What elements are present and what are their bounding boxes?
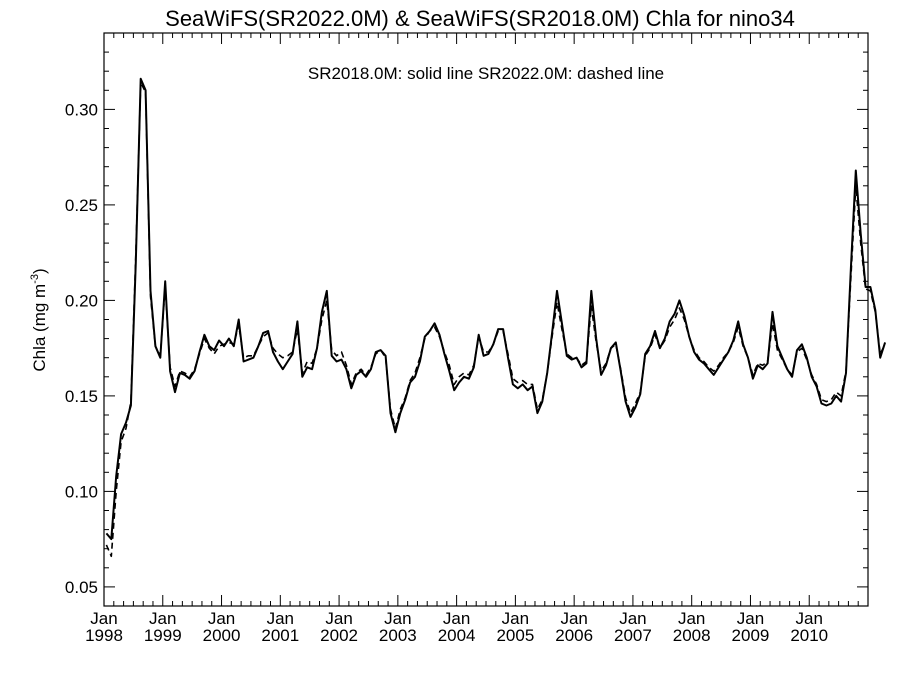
x-tick-label-month: Jan bbox=[619, 609, 646, 628]
x-tick-label-year: 2000 bbox=[203, 626, 241, 645]
plot-axes bbox=[103, 32, 869, 607]
x-tick-label-month: Jan bbox=[502, 609, 529, 628]
x-tick-label-month: Jan bbox=[90, 609, 117, 628]
y-tick-label: 0.10 bbox=[65, 482, 98, 501]
y-tick-label: 0.25 bbox=[65, 196, 98, 215]
data-series bbox=[105, 77, 887, 558]
x-tick-label-year: 2008 bbox=[673, 626, 711, 645]
series-solid-line bbox=[105, 77, 887, 541]
x-tick-label-year: 2001 bbox=[261, 626, 299, 645]
x-tick-label-year: 1998 bbox=[85, 626, 123, 645]
x-tick-label-year: 1999 bbox=[144, 626, 182, 645]
x-tick-label-month: Jan bbox=[208, 609, 235, 628]
x-tick-label-year: 2003 bbox=[379, 626, 417, 645]
x-tick-label-year: 2005 bbox=[496, 626, 534, 645]
x-tick-label-month: Jan bbox=[384, 609, 411, 628]
x-tick-label-month: Jan bbox=[267, 609, 294, 628]
y-tick-label: 0.30 bbox=[65, 100, 98, 119]
plot-frame bbox=[103, 32, 869, 607]
x-tick-label-year: 2009 bbox=[732, 626, 770, 645]
y-tick-label: 0.15 bbox=[65, 387, 98, 406]
x-tick-label-year: 2007 bbox=[614, 626, 652, 645]
x-tick-label-month: Jan bbox=[325, 609, 352, 628]
x-tick-label-month: Jan bbox=[560, 609, 587, 628]
chart-annotation: SR2018.0M: solid line SR2022.0M: dashed … bbox=[308, 64, 664, 83]
x-tick-label-month: Jan bbox=[737, 609, 764, 628]
y-tick-label: 0.20 bbox=[65, 291, 98, 310]
x-tick-label-month: Jan bbox=[443, 609, 470, 628]
y-axis-label-close: ) bbox=[30, 268, 49, 274]
y-tick-label: 0.05 bbox=[65, 578, 98, 597]
x-tick-label-month: Jan bbox=[796, 609, 823, 628]
y-axis-label-superscript: -3 bbox=[29, 274, 41, 284]
x-tick-label-year: 2006 bbox=[555, 626, 593, 645]
x-tick-label-month: Jan bbox=[678, 609, 705, 628]
x-tick-label-year: 2010 bbox=[790, 626, 828, 645]
chart-title: SeaWiFS(SR2022.0M) & SeaWiFS(SR2018.0M) … bbox=[165, 6, 795, 31]
series-dashed-line bbox=[105, 81, 886, 558]
x-tick-label-month: Jan bbox=[149, 609, 176, 628]
y-axis-label-main: Chla (mg m bbox=[30, 284, 49, 372]
x-axis-ticks: Jan1998Jan1999Jan2000Jan2001Jan2002Jan20… bbox=[85, 33, 859, 645]
x-tick-label-year: 2002 bbox=[320, 626, 358, 645]
y-axis-ticks: 0.05 0.10 0.15 0.20 0.25 0.30 bbox=[65, 32, 868, 607]
y-axis-label: Chla (mg m-3) bbox=[29, 268, 49, 371]
x-tick-label-year: 2004 bbox=[438, 626, 476, 645]
